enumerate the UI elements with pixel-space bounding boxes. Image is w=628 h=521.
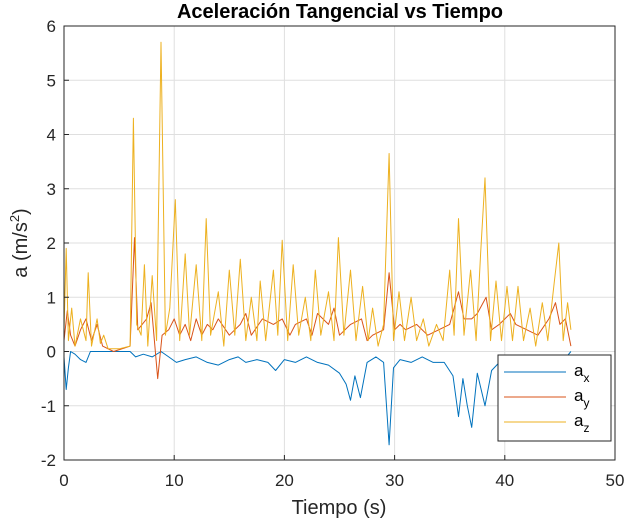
legend-label-ay: ay: [574, 386, 589, 410]
legend-label-subscript: z: [583, 421, 589, 435]
series-line-az: [63, 41, 572, 350]
y-tick-label: 0: [47, 343, 56, 362]
x-tick-label: 30: [385, 471, 404, 490]
y-axis-label-close: ): [10, 208, 32, 215]
y-axis-label-superscript: 2: [7, 215, 22, 222]
x-axis-label: Tiempo (s): [292, 497, 387, 519]
chart-title: Aceleración Tangencial vs Tiempo: [177, 1, 503, 23]
y-tick-label: 4: [47, 126, 56, 145]
x-tick-label: 20: [275, 471, 294, 490]
y-axis-label-main: a (m/s: [10, 222, 32, 278]
legend-label-subscript: y: [583, 396, 589, 410]
legend-box: [497, 354, 612, 442]
y-tick-label: 2: [47, 234, 56, 253]
y-axis-label: a (m/s2): [7, 208, 32, 277]
y-tick-label: 3: [47, 180, 56, 199]
legend-label-main: a: [574, 386, 584, 405]
legend-label-az: az: [574, 411, 589, 435]
y-tick-label: -1: [41, 397, 56, 416]
x-tick-label: 0: [59, 471, 68, 490]
x-tick-label: 50: [606, 471, 625, 490]
y-tick-label: 5: [47, 71, 56, 90]
y-tick-label: 1: [47, 288, 56, 307]
series-line-ax: [63, 351, 572, 446]
legend-label-subscript: x: [583, 371, 589, 385]
ticks: 0 10 20 30 40 50 -2 -1 0 1 2 3 4 5 6: [41, 17, 625, 490]
legend-label-main: a: [574, 411, 584, 430]
x-tick-label: 10: [165, 471, 184, 490]
y-tick-label: -2: [41, 451, 56, 470]
legend-label-ax: ax: [574, 361, 589, 385]
x-tick-label: 40: [495, 471, 514, 490]
y-tick-label: 6: [47, 17, 56, 36]
legend-label-main: a: [574, 361, 584, 380]
series-layer: [63, 41, 572, 446]
